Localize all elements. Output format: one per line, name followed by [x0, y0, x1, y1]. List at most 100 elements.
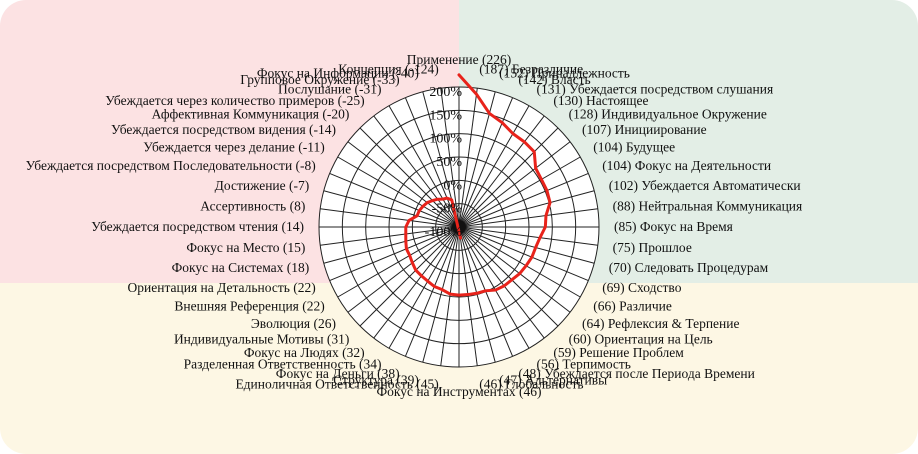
data-point	[475, 292, 478, 295]
data-point	[405, 247, 408, 250]
axis-label: Эволюция (26)	[251, 316, 336, 331]
grid-spoke	[337, 156, 460, 228]
axis-label: (107) Инициирование	[582, 122, 707, 137]
data-point	[408, 254, 411, 257]
axis-label: Фокус на Людях (32)	[244, 345, 365, 360]
axis-label: Применение (226)	[407, 52, 512, 67]
grid-spoke	[440, 88, 460, 228]
data-point	[484, 289, 487, 293]
data-point	[433, 285, 436, 288]
data-point	[450, 198, 453, 202]
grid-spoke	[458, 97, 514, 228]
data-point	[501, 121, 504, 124]
grid-spoke	[404, 226, 460, 357]
grid-spoke	[458, 127, 559, 228]
data-point	[533, 150, 536, 153]
data-point	[502, 284, 506, 288]
axis-label: Убеждается посредством чтения (14)	[91, 219, 304, 234]
data-point	[431, 199, 434, 202]
data-point	[540, 178, 543, 181]
grid-spoke	[388, 105, 460, 228]
grid-spoke	[458, 141, 571, 228]
grid-spoke	[347, 141, 460, 228]
data-point	[420, 274, 423, 278]
axis-label: Разделенная Ответственность (34)	[184, 357, 382, 372]
axis-label: Убеждается через количество примеров (-2…	[105, 93, 364, 108]
axis-label: (48) Убеждается после Периода Времени	[518, 366, 755, 381]
data-point	[530, 255, 534, 259]
data-point	[407, 219, 411, 222]
grid-spoke	[422, 226, 460, 363]
grid-spoke	[458, 226, 581, 298]
data-point	[457, 293, 461, 297]
axis-label: Фокус на Системах (18)	[172, 260, 310, 275]
radial-tick-label: 100%	[429, 132, 462, 147]
grid-spoke	[359, 127, 460, 228]
axis-label: Структура (39)	[333, 373, 419, 388]
axis-label: (70) Следовать Процедурам	[609, 260, 769, 275]
grid-spoke	[373, 115, 460, 228]
data-point	[459, 236, 462, 240]
grid-spoke	[320, 226, 460, 246]
data-point	[404, 240, 408, 243]
radial-tick-label: 200%	[429, 85, 462, 100]
axis-labels: Применение (226)(187) Безразличие(152) П…	[26, 52, 803, 399]
grid-spoke	[458, 226, 595, 264]
grid-spoke	[323, 190, 460, 228]
data-point	[534, 166, 537, 170]
axis-label: Достижение (-7)	[215, 178, 310, 193]
axis-label: (66) Различие	[593, 299, 672, 314]
data-point	[426, 279, 429, 283]
radial-tick-label: -100%	[425, 225, 463, 240]
data-point	[466, 293, 470, 296]
data-point	[511, 132, 515, 135]
axis-label: (56) Терпимость	[537, 357, 631, 372]
axis-label: Внешняя Референция (22)	[174, 299, 324, 314]
grid-spoke	[458, 208, 598, 228]
grid-spoke	[347, 226, 460, 313]
grid-spoke	[337, 226, 460, 298]
axis-label: Послушание (-31)	[278, 81, 382, 96]
axis-label: (88) Нейтральная Коммуникация	[613, 198, 803, 213]
data-point	[448, 292, 452, 296]
data-point	[488, 112, 491, 115]
axis-label: Фокус на Место (15)	[186, 240, 305, 255]
axis-label: Фокус на Информации (-40)	[257, 65, 419, 80]
data-point	[418, 209, 421, 212]
data-point	[524, 264, 528, 267]
data-point	[457, 73, 461, 77]
grid-spoke	[320, 208, 460, 228]
axis-label: (75) Прошлое	[613, 240, 692, 255]
grid-spoke	[458, 172, 589, 228]
axis-label: Убеждается посредством видения (-14)	[111, 122, 336, 137]
axis-label: (60) Ориентация на Цель	[569, 331, 713, 346]
data-point	[523, 140, 526, 144]
axis-label: Ориентация на Детальность (22)	[128, 280, 316, 295]
axis-label: (59) Решение Проблем	[553, 345, 684, 360]
axis-label: (46) Глобальность	[479, 377, 583, 392]
radial-tick-label: 0%	[443, 178, 462, 193]
data-point	[411, 261, 414, 264]
grid-spoke	[388, 226, 460, 349]
grid-spoke	[323, 226, 460, 264]
data-point	[475, 93, 478, 96]
grid-spoke	[458, 88, 478, 228]
grid-spoke	[329, 172, 460, 228]
axis-label: (47) Альтернативы	[499, 373, 607, 388]
axis-label: (85) Фокус на Время	[614, 219, 733, 234]
grid-spoke	[359, 226, 460, 327]
axis-label: (104) Фокус на Деятельности	[602, 158, 771, 173]
data-point	[538, 236, 542, 239]
grid-spoke	[373, 226, 460, 339]
data-point	[518, 272, 521, 275]
grid-spoke	[458, 115, 545, 228]
chart-series	[404, 73, 552, 297]
axis-label: Индивидуальные Мотивы (31)	[174, 331, 349, 346]
axis-label: Убеждается посредством Последовательност…	[26, 158, 316, 173]
axis-label: Концепция (-124)	[338, 61, 439, 76]
radial-tick-labels: 200% 150% 100% 50% 0% -50% -100%	[425, 85, 463, 240]
axis-label: Групповое Окружение (-33)	[240, 72, 399, 87]
